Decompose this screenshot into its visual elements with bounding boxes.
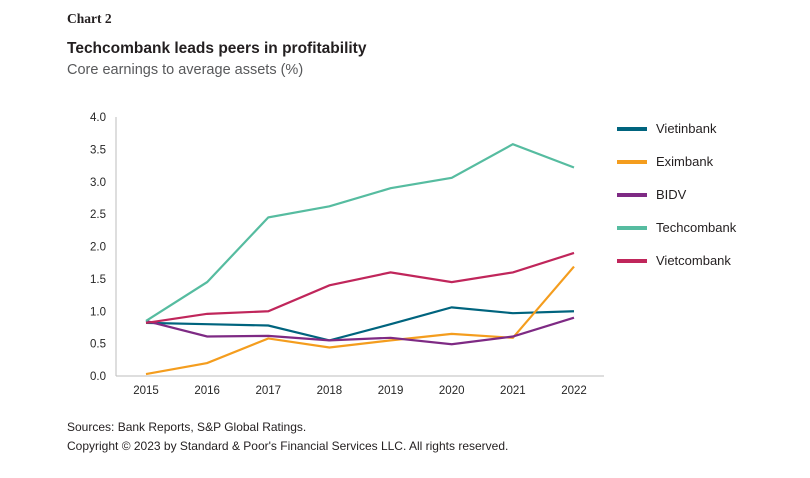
series-line-vietinbank [145, 306, 575, 342]
legend-item: BIDV [617, 187, 736, 202]
y-tick-label: 2.5 [90, 209, 106, 221]
legend-label: BIDV [656, 187, 687, 202]
chart-header: Chart 2 Techcombank leads peers in profi… [67, 11, 366, 78]
series-line-eximbank [145, 265, 575, 376]
series-line-techcombank [145, 142, 575, 322]
sources-line: Sources: Bank Reports, S&P Global Rating… [67, 420, 307, 434]
y-tick-label: 1.5 [90, 274, 106, 286]
x-tick-label: 2016 [194, 385, 220, 397]
legend-item: Vietcombank [617, 253, 736, 268]
y-tick-label: 3.0 [90, 177, 106, 189]
y-tick-label: 0.0 [90, 371, 106, 383]
legend-label: Vietinbank [656, 121, 717, 136]
chart-subtitle: Core earnings to average assets (%) [67, 62, 304, 78]
copyright-line: Copyright © 2023 by Standard & Poor's Fi… [67, 439, 509, 453]
legend: Vietinbank Eximbank BIDV Techcombank Vietcom… [617, 121, 736, 286]
x-tick-label: 2022 [561, 385, 587, 397]
x-tick-label: 2020 [439, 385, 465, 397]
x-tick-label: 2017 [255, 385, 281, 397]
legend-swatch [617, 258, 647, 263]
x-tick-label: 2018 [317, 385, 343, 397]
legend-swatch [617, 192, 647, 197]
chart-number-label: Chart 2 [67, 11, 112, 26]
x-tick-label: 2019 [378, 385, 404, 397]
legend-label: Vietcombank [656, 253, 731, 268]
legend-item: Vietinbank [617, 121, 736, 136]
series-line-vietcombank [145, 251, 575, 324]
chart-title: Techcombank leads peers in profitability [67, 40, 367, 57]
line-chart: 0.0 0.5 1.0 1.5 2.0 2.5 3.0 3.5 4.0 2015 2016 2017 2… [90, 112, 604, 397]
x-tick-label: 2021 [500, 385, 526, 397]
footer: Sources: Bank Reports, S&P Global Rating… [67, 418, 508, 456]
legend-swatch [617, 126, 647, 131]
legend-label: Techcombank [656, 220, 737, 235]
series-line-bidv [145, 316, 575, 346]
legend-item: Eximbank [617, 154, 736, 169]
y-tick-label: 0.5 [90, 339, 106, 351]
y-tick-label: 1.0 [90, 306, 106, 318]
legend-item: Techcombank [617, 220, 736, 235]
y-tick-label: 3.5 [90, 144, 106, 156]
legend-swatch [617, 159, 647, 164]
x-tick-label: 2015 [133, 385, 159, 397]
y-tick-label: 4.0 [90, 112, 106, 124]
legend-label: Eximbank [656, 154, 714, 169]
legend-swatch [617, 225, 647, 230]
y-tick-label: 2.0 [90, 242, 106, 254]
